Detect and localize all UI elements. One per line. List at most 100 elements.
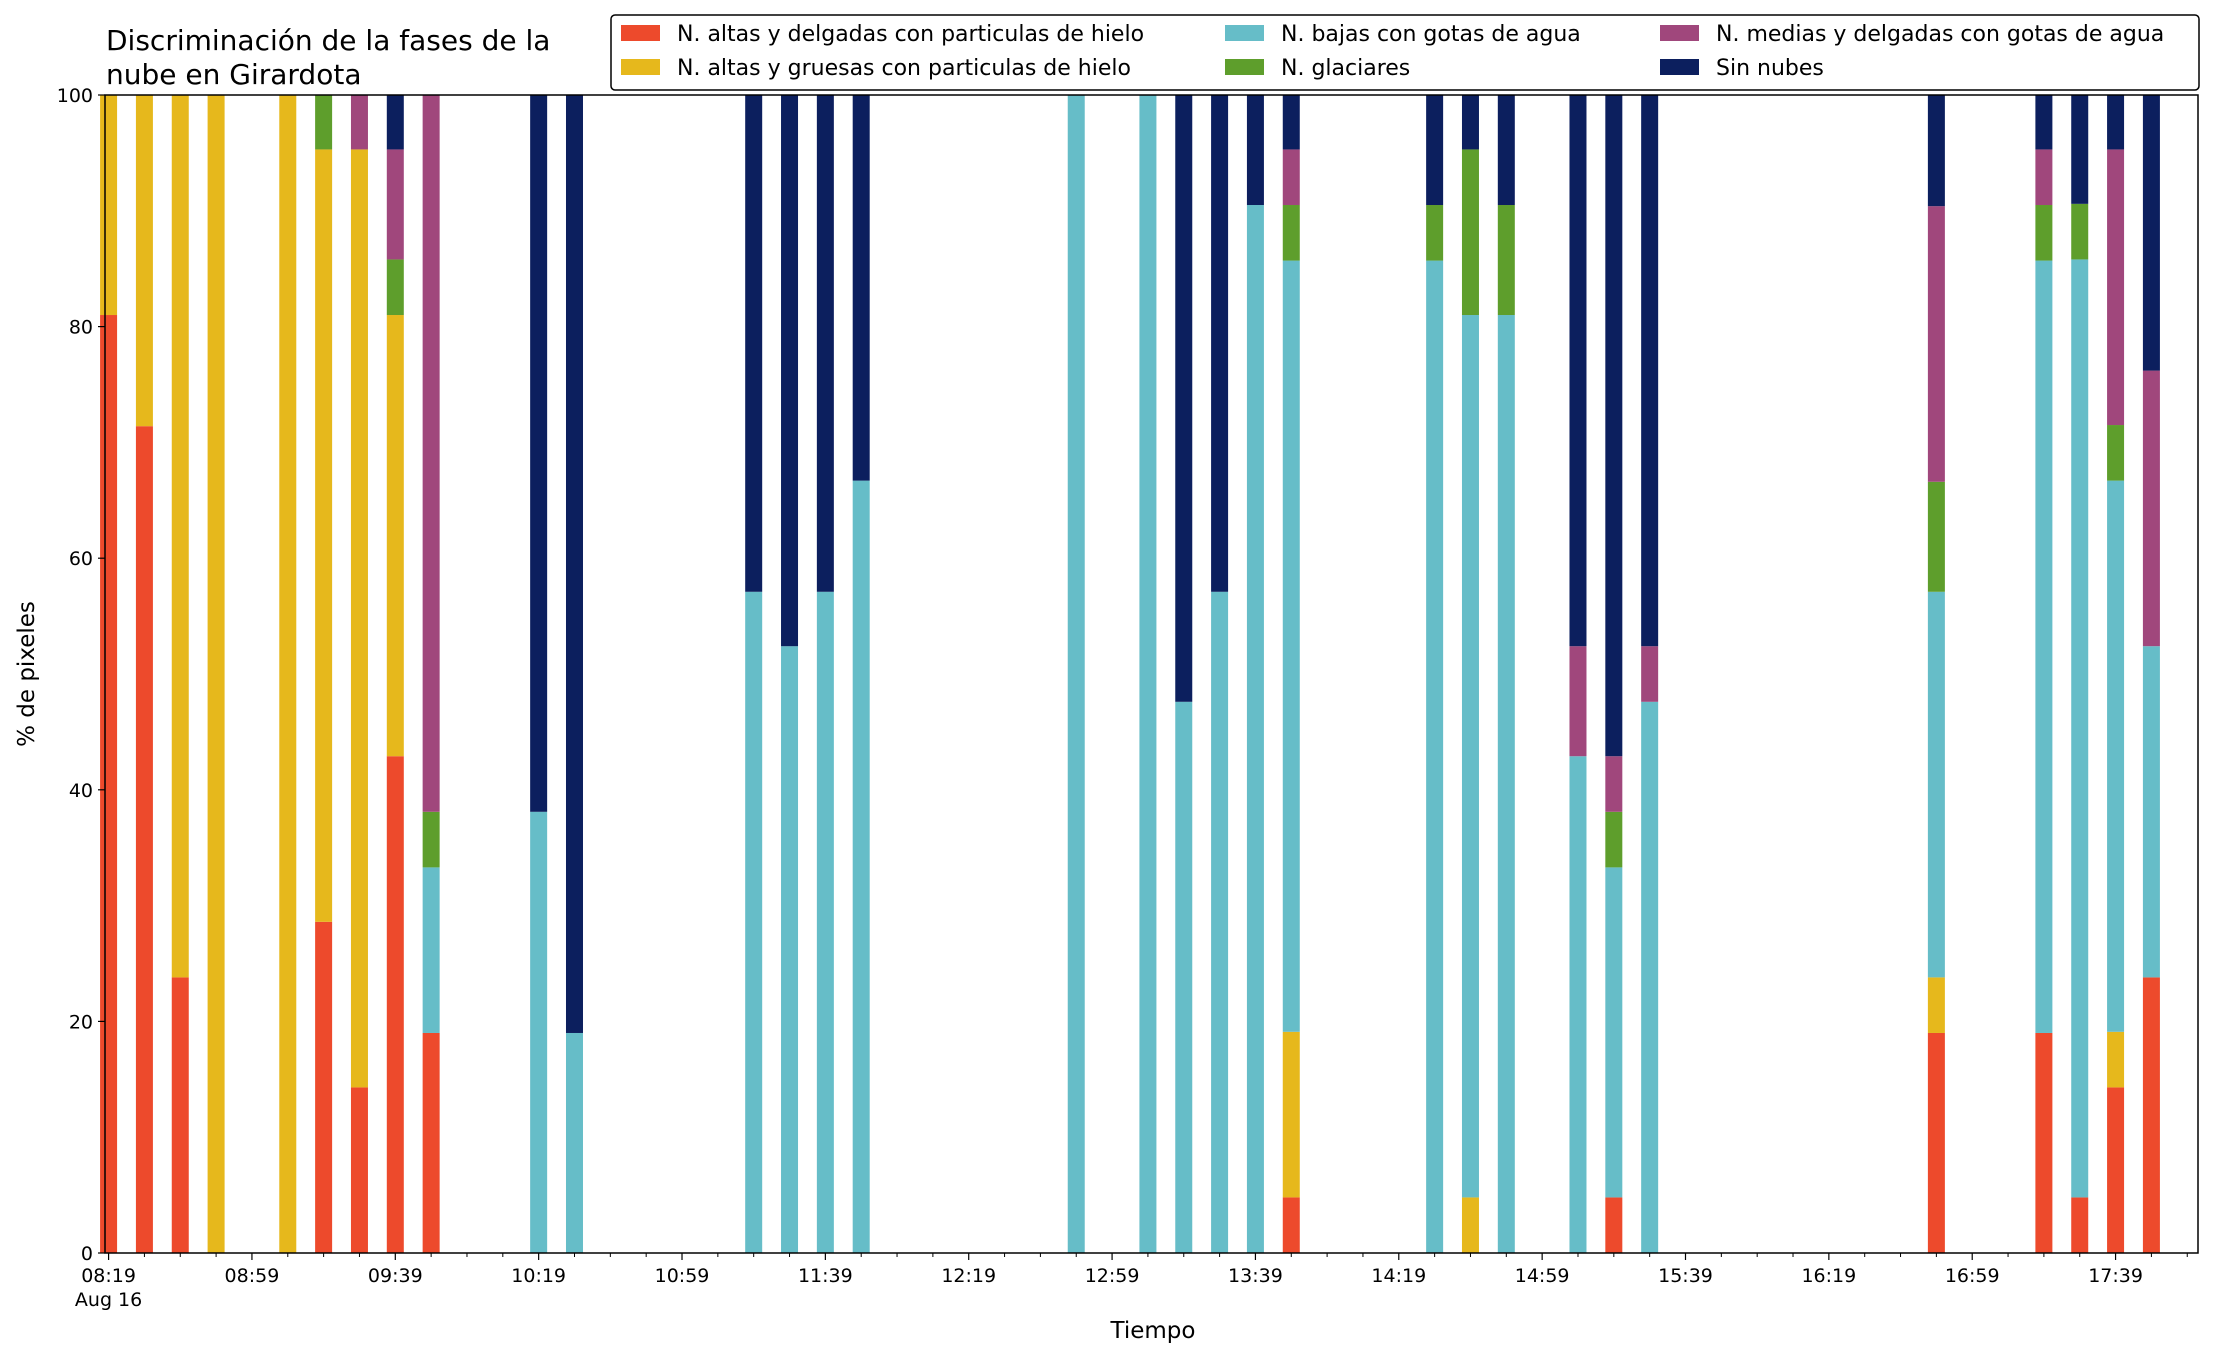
bar-stack	[279, 95, 297, 1253]
bar-segment	[1461, 95, 1479, 150]
bar-segment	[1282, 205, 1300, 261]
bar-stack	[1641, 95, 1659, 1253]
plot-area-frame	[104, 94, 2199, 1254]
bar-segment	[1605, 811, 1623, 868]
legend-entry: Sin nubes	[1660, 56, 1824, 81]
bar-segment	[1641, 701, 1659, 1253]
bar-segment	[1605, 1197, 1623, 1253]
y-tick-label: 20	[69, 1011, 93, 1033]
bar-segment	[1569, 646, 1587, 757]
bar-stack	[2035, 95, 2053, 1253]
x-tick-label: 16:59	[1945, 1265, 2000, 1287]
bar-stack	[207, 95, 225, 1253]
bar-segment	[315, 95, 333, 150]
bar-segment	[1175, 95, 1193, 702]
legend-entry: N. altas y delgadas con particulas de hi…	[621, 22, 1144, 47]
bar-segment	[1927, 206, 1945, 482]
bar-segment	[1641, 646, 1659, 702]
bar-segment	[279, 95, 297, 1253]
legend-frame	[610, 14, 2200, 91]
bar-segment	[2142, 646, 2160, 978]
bars-layer	[100, 95, 2160, 1254]
bar-segment	[1282, 149, 1300, 206]
bar-segment	[350, 149, 368, 1088]
bar-stack	[1426, 95, 1444, 1254]
legend-swatch	[1225, 59, 1264, 75]
bar-segment	[2142, 977, 2160, 1253]
y-tick-label: 40	[69, 780, 93, 802]
bar-segment	[530, 811, 548, 1253]
bar-stack	[1461, 95, 1479, 1253]
bar-segment	[2071, 203, 2089, 260]
bar-segment	[1282, 260, 1300, 1032]
bar-stack	[1067, 95, 1085, 1253]
y-tick-label: 100	[57, 85, 93, 107]
legend-label: N. bajas con gotas de agua	[1281, 22, 1581, 47]
legend: N. altas y delgadas con particulas de hi…	[610, 14, 2200, 91]
x-tick-label: 14:59	[1515, 1265, 1570, 1287]
x-tick-label: 09:39	[368, 1265, 423, 1287]
bar-stack	[350, 95, 368, 1253]
bar-stack	[1569, 95, 1587, 1253]
chart-title-line-1: Discriminación de la fases de la	[106, 24, 550, 57]
x-tick-label: 13:39	[1228, 1265, 1283, 1287]
bar-stack	[781, 95, 799, 1253]
bar-segment	[2035, 149, 2053, 206]
bar-stack	[745, 95, 763, 1253]
legend-entry: N. altas y gruesas con particulas de hie…	[621, 56, 1131, 81]
bar-segment	[2142, 370, 2160, 647]
bar-segment	[781, 95, 799, 647]
bar-segment	[2035, 1032, 2053, 1253]
legend-entry: N. bajas con gotas de agua	[1225, 22, 1581, 47]
bar-segment	[2107, 425, 2125, 481]
bar-segment	[1211, 591, 1229, 1253]
bar-stack	[1175, 95, 1193, 1253]
bar-segment	[422, 95, 440, 812]
legend-swatch	[621, 59, 660, 75]
bar-stack	[1282, 95, 1300, 1253]
bar-segment	[1497, 95, 1515, 206]
legend-swatch	[1660, 25, 1699, 41]
bar-segment	[1927, 1032, 1945, 1253]
bar-stack	[2107, 95, 2125, 1253]
bar-stack	[1211, 95, 1229, 1253]
legend-label: N. altas y gruesas con particulas de hie…	[677, 56, 1131, 81]
legend-swatch	[621, 25, 660, 41]
bar-segment	[2107, 149, 2125, 426]
bar-segment	[1927, 591, 1945, 978]
x-tick-label: 10:19	[511, 1265, 566, 1287]
x-tick-label: 16:19	[1801, 1265, 1856, 1287]
bar-segment	[2107, 480, 2125, 1032]
bar-segment	[1426, 205, 1444, 261]
bar-segment	[1605, 867, 1623, 1198]
x-tick-label: 17:39	[2088, 1265, 2143, 1287]
bar-segment	[171, 95, 189, 978]
bar-segment	[386, 149, 404, 260]
bar-stack	[852, 95, 870, 1253]
bar-segment	[1282, 95, 1300, 150]
bar-segment	[1067, 95, 1085, 1253]
bar-stack	[1497, 95, 1515, 1253]
bar-segment	[852, 95, 870, 481]
bar-segment	[1246, 95, 1264, 206]
bar-segment	[1139, 95, 1157, 1253]
bar-segment	[386, 95, 404, 150]
bar-stack	[2071, 95, 2089, 1253]
bar-segment	[2142, 95, 2160, 371]
bar-segment	[1927, 95, 1945, 207]
bar-segment	[1927, 977, 1945, 1033]
legend-swatch	[1660, 59, 1699, 75]
bar-stack	[422, 95, 440, 1253]
x-tick-label: 12:19	[941, 1265, 996, 1287]
bar-stack	[100, 95, 118, 1253]
bar-segment	[1569, 95, 1587, 647]
chart-title-line-2: nube en Girardota	[106, 58, 361, 91]
bar-stack	[135, 95, 153, 1253]
bar-stack	[315, 95, 333, 1253]
legend-label: N. glaciares	[1281, 56, 1410, 81]
bar-segment	[1282, 1031, 1300, 1198]
bar-segment	[386, 315, 404, 757]
bar-segment	[135, 95, 153, 427]
